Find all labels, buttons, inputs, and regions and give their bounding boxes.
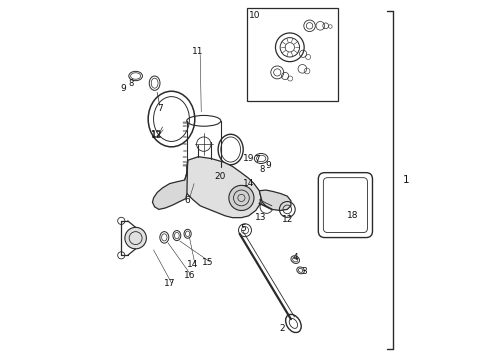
Text: 7: 7: [157, 104, 163, 113]
Text: 20: 20: [214, 172, 225, 181]
Text: 3: 3: [301, 267, 307, 276]
Text: 15: 15: [201, 258, 213, 267]
Text: 9: 9: [266, 161, 271, 170]
Polygon shape: [152, 160, 188, 210]
Polygon shape: [259, 190, 291, 211]
Text: 18: 18: [347, 211, 358, 220]
Text: 4: 4: [293, 253, 298, 262]
Text: 1: 1: [402, 175, 409, 185]
Text: 12: 12: [151, 130, 162, 139]
Circle shape: [125, 227, 147, 249]
Text: 2: 2: [280, 324, 286, 333]
Text: 12: 12: [151, 131, 163, 140]
Text: 17: 17: [164, 279, 175, 288]
Circle shape: [229, 185, 254, 211]
Polygon shape: [184, 157, 261, 218]
Text: 5: 5: [240, 224, 246, 233]
Text: 7: 7: [254, 155, 260, 164]
Text: 14: 14: [243, 179, 254, 188]
Text: 16: 16: [184, 270, 195, 279]
Text: 8: 8: [260, 166, 265, 175]
Text: 9: 9: [120, 84, 126, 93]
Text: 6: 6: [184, 196, 190, 205]
Text: 13: 13: [255, 213, 267, 222]
Text: 19: 19: [243, 154, 254, 163]
Text: 8: 8: [129, 80, 134, 89]
Text: 11: 11: [192, 47, 203, 56]
Text: 14: 14: [187, 260, 198, 269]
Text: 10: 10: [249, 10, 261, 19]
Text: 12: 12: [282, 215, 294, 224]
